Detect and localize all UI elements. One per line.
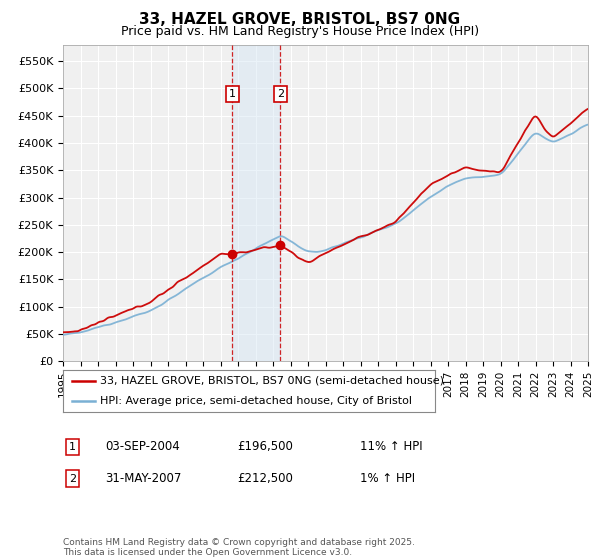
Text: £196,500: £196,500 xyxy=(237,440,293,454)
Text: 2: 2 xyxy=(277,89,284,99)
Text: 33, HAZEL GROVE, BRISTOL, BS7 0NG (semi-detached house): 33, HAZEL GROVE, BRISTOL, BS7 0NG (semi-… xyxy=(100,376,444,385)
Text: 03-SEP-2004: 03-SEP-2004 xyxy=(105,440,180,454)
Text: Contains HM Land Registry data © Crown copyright and database right 2025.
This d: Contains HM Land Registry data © Crown c… xyxy=(63,538,415,557)
Text: 1: 1 xyxy=(69,442,76,452)
Text: 11% ↑ HPI: 11% ↑ HPI xyxy=(360,440,422,454)
Text: Price paid vs. HM Land Registry's House Price Index (HPI): Price paid vs. HM Land Registry's House … xyxy=(121,25,479,38)
Text: 1: 1 xyxy=(229,89,236,99)
Text: HPI: Average price, semi-detached house, City of Bristol: HPI: Average price, semi-detached house,… xyxy=(100,396,412,405)
Text: £212,500: £212,500 xyxy=(237,472,293,486)
Text: 1% ↑ HPI: 1% ↑ HPI xyxy=(360,472,415,486)
Bar xyxy=(232,45,280,361)
Text: 31-MAY-2007: 31-MAY-2007 xyxy=(105,472,181,486)
Text: 2: 2 xyxy=(69,474,76,484)
Text: 33, HAZEL GROVE, BRISTOL, BS7 0NG: 33, HAZEL GROVE, BRISTOL, BS7 0NG xyxy=(139,12,461,27)
